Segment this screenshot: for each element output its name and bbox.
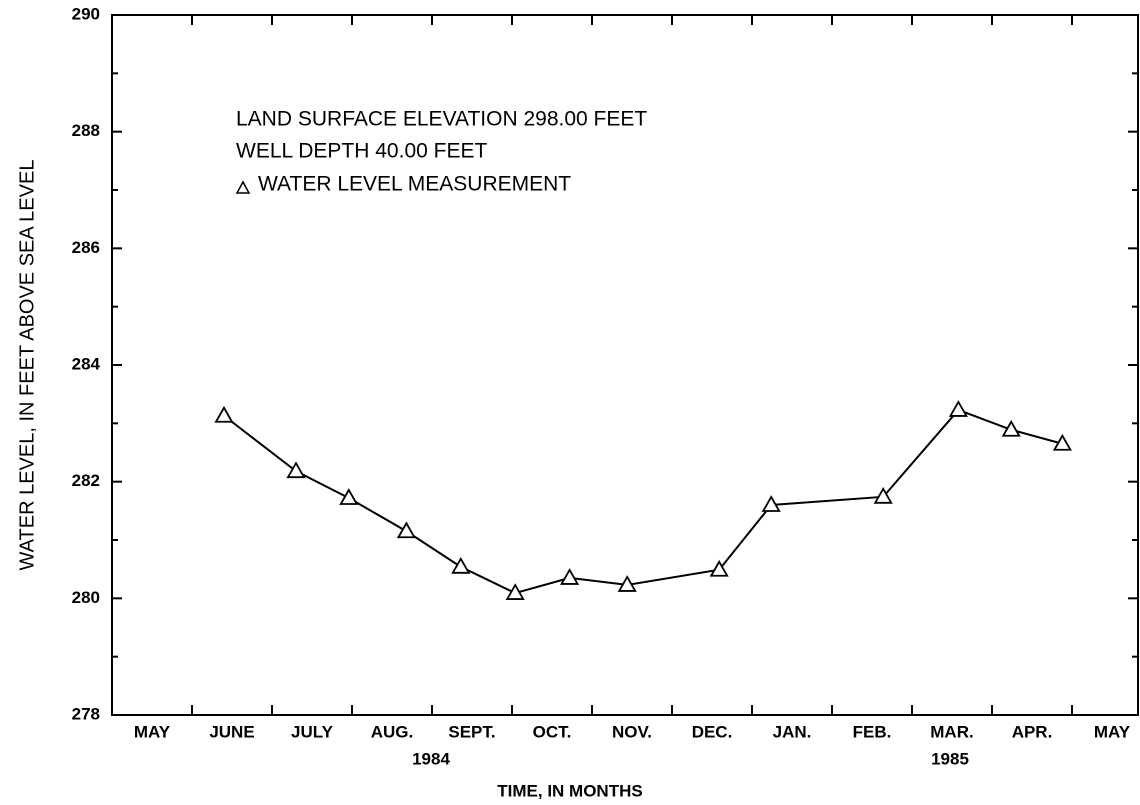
x-tick-label: OCT. <box>533 722 572 741</box>
y-tick-label: 280 <box>72 588 100 607</box>
x-tick-label: MAY <box>1094 722 1131 741</box>
x-tick-label: APR. <box>1012 722 1053 741</box>
x-tick-label: AUG. <box>371 722 414 741</box>
x-tick-label: DEC. <box>692 722 733 741</box>
x-tick-label: SEPT. <box>448 722 495 741</box>
y-tick-label: 278 <box>72 704 100 723</box>
data-point <box>617 575 637 592</box>
annotation: WELL DEPTH 40.00 FEET <box>236 140 487 163</box>
y-tick-label: 284 <box>72 354 101 373</box>
data-point <box>214 405 234 423</box>
y-tick-label: 282 <box>72 471 100 490</box>
y-tick-label: 288 <box>72 121 100 140</box>
series-line <box>223 408 1063 595</box>
data-point <box>505 583 525 600</box>
x-tick-label: JAN. <box>773 722 812 741</box>
year-label: 1984 <box>412 749 450 768</box>
data-point <box>286 461 306 479</box>
x-tick-label: MAR. <box>930 722 973 741</box>
x-tick-label: JUNE <box>209 722 254 741</box>
x-axis-title: TIME, IN MONTHS <box>497 781 642 800</box>
y-axis-title: WATER LEVEL, IN FEET ABOVE SEA LEVEL <box>16 160 38 571</box>
x-tick-label: MAY <box>134 722 171 741</box>
data-point <box>560 568 580 585</box>
data-point <box>1001 419 1021 437</box>
y-tick-label: 286 <box>72 238 100 257</box>
data-point <box>873 487 893 504</box>
x-tick-label: JULY <box>291 722 334 741</box>
legend-label: WATER LEVEL MEASUREMENT <box>258 173 571 196</box>
data-point <box>339 488 359 505</box>
legend-marker <box>235 180 251 194</box>
x-tick-label: FEB. <box>853 722 892 741</box>
y-tick-label: 290 <box>72 4 100 23</box>
data-point <box>1052 433 1072 451</box>
data-point <box>948 400 968 417</box>
data-point <box>709 559 729 577</box>
x-tick-label: NOV. <box>612 722 652 741</box>
annotation: LAND SURFACE ELEVATION 298.00 FEET <box>236 108 647 131</box>
data-point <box>451 557 471 574</box>
data-point <box>396 521 416 539</box>
year-label: 1985 <box>931 749 969 768</box>
data-point <box>761 495 781 512</box>
